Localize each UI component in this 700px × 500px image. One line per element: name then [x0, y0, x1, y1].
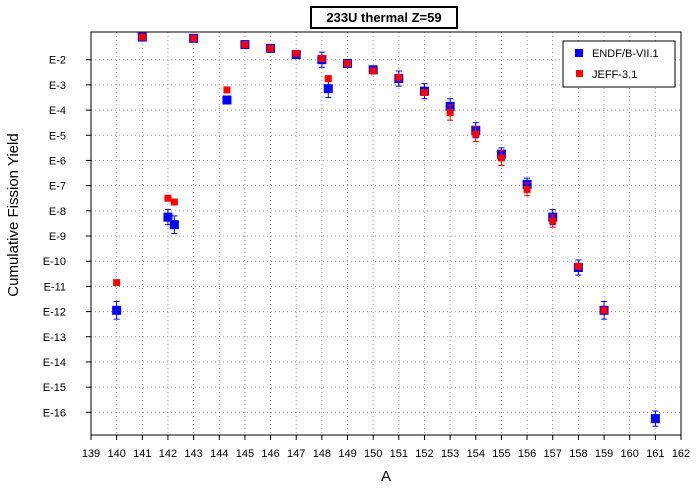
x-tick-label: 141	[133, 448, 151, 460]
x-tick-label: 155	[492, 448, 510, 460]
x-tick-label: 140	[107, 448, 125, 460]
x-tick-label: 148	[313, 448, 331, 460]
y-tick-label: E-14	[43, 357, 66, 369]
x-tick-label: 143	[184, 448, 202, 460]
x-tick-label: 150	[364, 448, 382, 460]
data-point	[446, 109, 454, 117]
y-tick-label: E-7	[49, 181, 66, 193]
x-tick-label: 149	[338, 448, 356, 460]
y-tick-label: E-10	[43, 256, 66, 268]
y-tick-label: E-2	[49, 55, 66, 67]
x-axis-title: A	[381, 468, 391, 485]
data-point	[267, 44, 275, 52]
x-tick-label: 145	[236, 448, 254, 460]
legend: ENDF/B-VII.1 JEFF-3.1	[562, 40, 676, 88]
data-point	[395, 73, 403, 81]
legend-label-endf: ENDF/B-VII.1	[592, 48, 659, 60]
series-0	[112, 32, 660, 427]
x-tick-label: 144	[210, 448, 228, 460]
x-tick-label: 146	[261, 448, 279, 460]
y-tick-label: E-12	[43, 307, 66, 319]
y-axis: E-2 E-3 E-4 E-5 E-6 E-7 E-8 E-9 E-10 E-11 E-12 E-13…	[43, 55, 91, 419]
legend-box	[562, 40, 676, 88]
x-tick-label: 159	[595, 448, 613, 460]
data-point	[170, 198, 178, 206]
chart-title: 233U thermal Z=59	[310, 6, 458, 29]
y-tick-label: E-9	[49, 231, 66, 243]
x-tick-label: 161	[646, 448, 664, 460]
data-point	[344, 59, 352, 67]
plot-frame	[90, 31, 682, 436]
data-point	[523, 185, 531, 193]
data-point	[292, 49, 300, 57]
x-tick-label: 147	[287, 448, 305, 460]
x-tick-label: 151	[390, 448, 408, 460]
series-1	[113, 33, 608, 314]
data-point	[574, 262, 582, 270]
x-tick-label: 162	[672, 448, 690, 460]
y-tick-label: E-15	[43, 382, 66, 394]
x-tick-label: 158	[569, 448, 587, 460]
y-tick-label: E-13	[43, 332, 66, 344]
data-point	[497, 154, 505, 162]
data-point	[318, 54, 326, 62]
y-tick-label: E-8	[49, 206, 66, 218]
x-tick-label: 156	[518, 448, 536, 460]
y-tick-label: E-3	[49, 80, 66, 92]
data-points	[112, 32, 660, 427]
data-point	[138, 33, 146, 41]
y-tick-label: E-16	[43, 407, 66, 419]
data-point	[113, 279, 121, 287]
x-tick-label: 160	[621, 448, 639, 460]
x-tick-label: 153	[441, 448, 459, 460]
legend-marker-jeff	[576, 70, 583, 77]
legend-label-jeff: JEFF-3.1	[592, 69, 637, 81]
x-tick-label: 157	[544, 448, 562, 460]
x-tick-label: 152	[415, 448, 433, 460]
data-point	[323, 84, 333, 94]
x-tick-label: 154	[467, 448, 485, 460]
y-tick-label: E-6	[49, 155, 66, 167]
x-axis: 139 140 141 142 143 144 145 146 147 148 149 150 151 1…	[82, 435, 690, 460]
x-tick-label: 139	[82, 448, 100, 460]
data-point	[169, 220, 179, 230]
y-tick-label: E-5	[49, 130, 66, 142]
data-point	[190, 34, 198, 42]
data-point	[549, 217, 557, 225]
data-point	[163, 212, 173, 222]
x-tick-label: 142	[159, 448, 177, 460]
data-point	[241, 41, 249, 49]
grid	[91, 32, 681, 435]
legend-marker-endf	[575, 49, 583, 57]
data-point	[164, 194, 172, 202]
data-point	[420, 88, 428, 96]
y-axis-title: Cumulative Fission Yield	[5, 133, 22, 296]
y-tick-label: E-4	[49, 105, 66, 117]
data-point	[600, 306, 608, 314]
y-tick-label: E-11	[44, 281, 66, 293]
data-point	[112, 305, 122, 315]
data-point	[324, 75, 332, 83]
data-point	[223, 86, 231, 94]
data-point	[369, 67, 377, 75]
data-point	[472, 130, 480, 138]
data-point	[650, 414, 660, 424]
data-point	[222, 95, 232, 105]
